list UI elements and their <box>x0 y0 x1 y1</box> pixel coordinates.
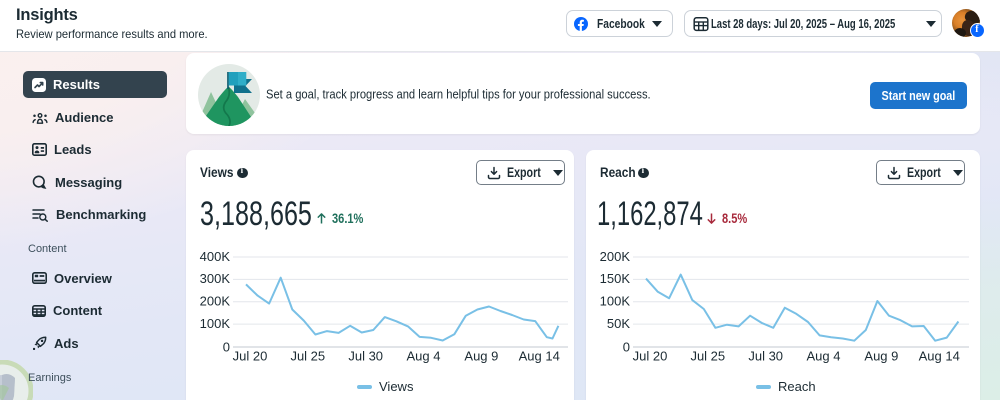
svg-text:Jul 25: Jul 25 <box>290 349 325 364</box>
svg-text:100K: 100K <box>200 316 231 331</box>
svg-text:Aug 9: Aug 9 <box>464 349 498 364</box>
svg-text:Aug 14: Aug 14 <box>519 349 560 364</box>
svg-text:Jul 20: Jul 20 <box>233 349 268 364</box>
svg-text:100K: 100K <box>600 294 631 309</box>
svg-text:150K: 150K <box>600 271 631 286</box>
svg-text:Jul 25: Jul 25 <box>690 349 725 364</box>
svg-text:200K: 200K <box>200 294 231 309</box>
svg-text:Aug 4: Aug 4 <box>807 349 841 364</box>
svg-text:200K: 200K <box>600 249 631 264</box>
svg-text:50K: 50K <box>607 316 630 331</box>
svg-text:Aug 9: Aug 9 <box>864 349 898 364</box>
svg-text:300K: 300K <box>200 271 231 286</box>
svg-text:Aug 14: Aug 14 <box>919 349 960 364</box>
svg-text:0: 0 <box>623 339 630 354</box>
svg-text:Jul 20: Jul 20 <box>633 349 668 364</box>
svg-text:400K: 400K <box>200 249 231 264</box>
svg-text:0: 0 <box>223 339 230 354</box>
svg-text:Jul 30: Jul 30 <box>348 349 383 364</box>
svg-text:Jul 30: Jul 30 <box>748 349 783 364</box>
svg-text:Aug 4: Aug 4 <box>407 349 441 364</box>
